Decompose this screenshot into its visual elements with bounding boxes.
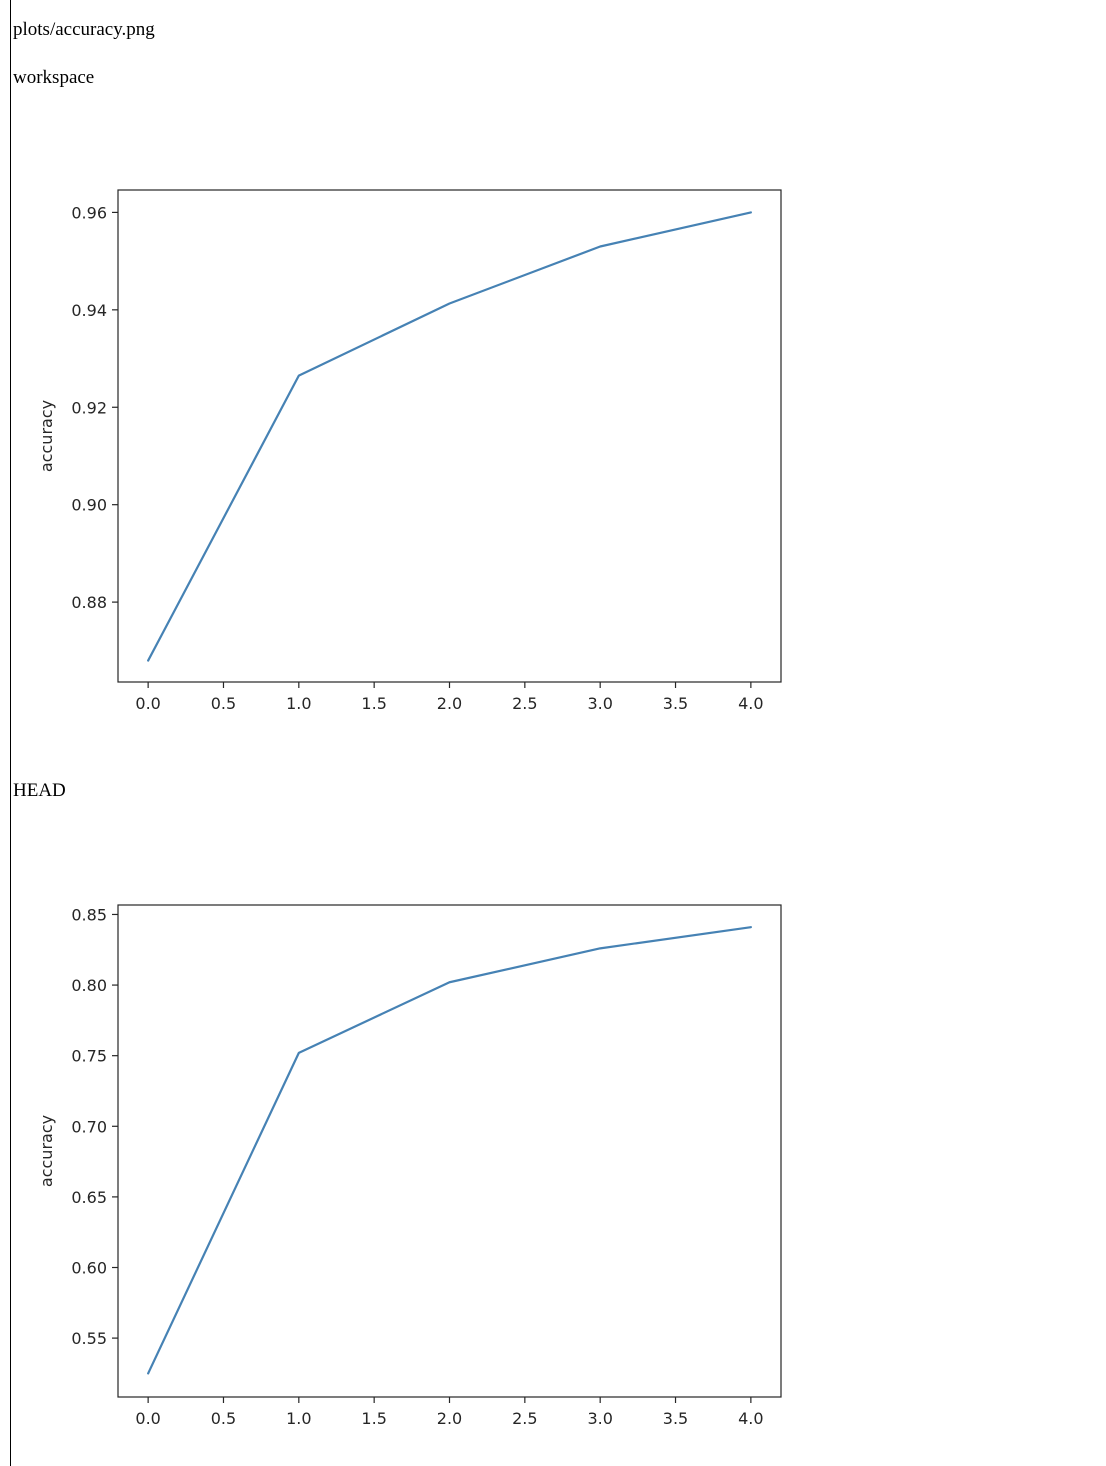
workspace-section-label: workspace <box>13 67 95 88</box>
head-x-tick-label: 1.5 <box>361 1409 386 1428</box>
head-accuracy-series-line <box>147 926 752 1375</box>
head-y-tick-label: 0.60 <box>71 1259 107 1278</box>
head-x-tick-label: 1.0 <box>286 1409 311 1428</box>
workspace-x-tick-label: 2.0 <box>437 694 462 713</box>
workspace-y-tick-label: 0.92 <box>71 398 107 417</box>
workspace-x-tick-label: 0.5 <box>211 694 236 713</box>
head-y-tick-label: 0.75 <box>71 1047 107 1066</box>
head-y-tick-label: 0.85 <box>71 905 107 924</box>
workspace-x-tick-label: 3.5 <box>663 694 688 713</box>
head-x-tick-label: 2.0 <box>437 1409 462 1428</box>
head-y-tick-label: 0.70 <box>71 1117 107 1136</box>
head-y-tick-label: 0.55 <box>71 1329 107 1348</box>
head-x-tick-label: 3.5 <box>663 1409 688 1428</box>
workspace-y-axis-label: accuracy <box>37 400 56 472</box>
head-x-tick-label: 0.0 <box>135 1409 160 1428</box>
workspace-x-tick-label: 2.5 <box>512 694 537 713</box>
workspace-y-tick-label: 0.94 <box>71 301 107 320</box>
workspace-plot-frame <box>117 189 782 683</box>
workspace-x-tick-label: 1.0 <box>286 694 311 713</box>
head-accuracy-chart: 0.0 0.5 1.0 1.5 2.0 2.5 3.0 3.5 4.0 0.55 0.60 0.65 0… <box>37 904 782 1428</box>
file-path-label: plots/accuracy.png <box>13 19 155 40</box>
head-y-axis-label: accuracy <box>37 1115 56 1187</box>
workspace-x-tick-label: 0.0 <box>135 694 160 713</box>
head-y-tick-label: 0.80 <box>71 976 107 995</box>
workspace-y-tick-label: 0.96 <box>71 203 107 222</box>
workspace-x-tick-label: 3.0 <box>587 694 612 713</box>
head-section-label: HEAD <box>13 780 66 801</box>
head-y-tick-label: 0.65 <box>71 1188 107 1207</box>
workspace-x-tick-label: 4.0 <box>738 694 763 713</box>
head-plot-frame <box>117 904 782 1398</box>
left-border-rule <box>10 0 11 1466</box>
head-x-tick-label: 3.0 <box>587 1409 612 1428</box>
workspace-y-tick-label: 0.88 <box>71 593 107 612</box>
head-x-tick-label: 2.5 <box>512 1409 537 1428</box>
workspace-y-tick-label: 0.90 <box>71 496 107 515</box>
workspace-x-tick-label: 1.5 <box>361 694 386 713</box>
head-x-tick-label: 4.0 <box>738 1409 763 1428</box>
head-x-tick-label: 0.5 <box>211 1409 236 1428</box>
workspace-accuracy-series-line <box>147 211 752 662</box>
workspace-accuracy-chart: 0.0 0.5 1.0 1.5 2.0 2.5 3.0 3.5 4.0 0.88 0.90 0.92 0… <box>37 189 782 713</box>
